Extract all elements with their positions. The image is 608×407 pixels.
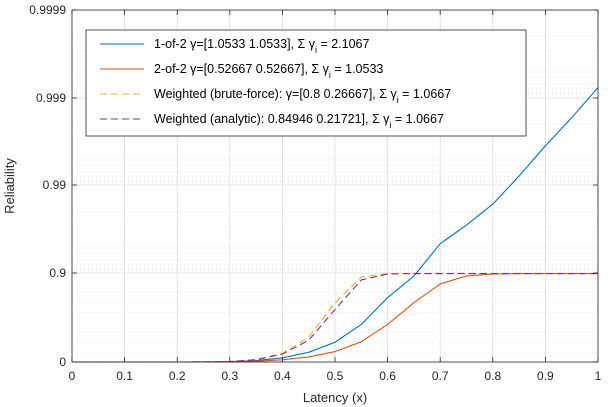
y-tick-label: 0.999 — [36, 91, 66, 105]
y-tick-label: 0 — [59, 355, 66, 369]
x-tick-label: 0.9 — [537, 369, 554, 383]
legend-label-2: 2-of-2 γ=[0.52667 0.52667], Σ γi = 1.053… — [154, 62, 383, 80]
x-tick-label: 0.7 — [432, 369, 449, 383]
legend-label-1: 1-of-2 γ=[1.0533 1.0533], Σ γi = 2.1067 — [154, 37, 369, 55]
x-tick-label: 0.5 — [327, 369, 344, 383]
legend-box — [85, 29, 527, 137]
legend-label-4: Weighted (analytic): 0.84946 0.21721], Σ… — [154, 112, 444, 130]
x-axis-label: Latency (x) — [303, 390, 367, 405]
legend: 1-of-2 γ=[1.0533 1.0533], Σ γi = 2.1067 2… — [85, 29, 527, 137]
tick-labels: 0 0.1 0.2 0.3 0.4 0.5 0.6 0.7 0.8 0.9 1 0 0.9 0.99 0.9… — [29, 3, 601, 383]
y-tick-label: 0.99 — [43, 178, 67, 192]
x-tick-label: 0.4 — [274, 369, 291, 383]
axes-frame — [71, 9, 599, 363]
legend-label-3: Weighted (brute-force): γ=[0.8 0.26667],… — [154, 87, 451, 105]
x-tick-label: 0.8 — [484, 369, 501, 383]
x-tick-label: 0.6 — [379, 369, 396, 383]
x-tick-label: 0.1 — [116, 369, 133, 383]
y-tick-label: 0.9999 — [29, 3, 66, 17]
x-tick-label: 0.3 — [221, 369, 238, 383]
x-tick-label: 0.2 — [169, 369, 186, 383]
y-tick-label: 0.9 — [49, 266, 66, 280]
x-tick-label: 1 — [595, 369, 602, 383]
series-line-4 — [72, 273, 598, 363]
y-axis-label: Reliability — [2, 158, 17, 214]
x-tick-label: 0 — [69, 369, 76, 383]
